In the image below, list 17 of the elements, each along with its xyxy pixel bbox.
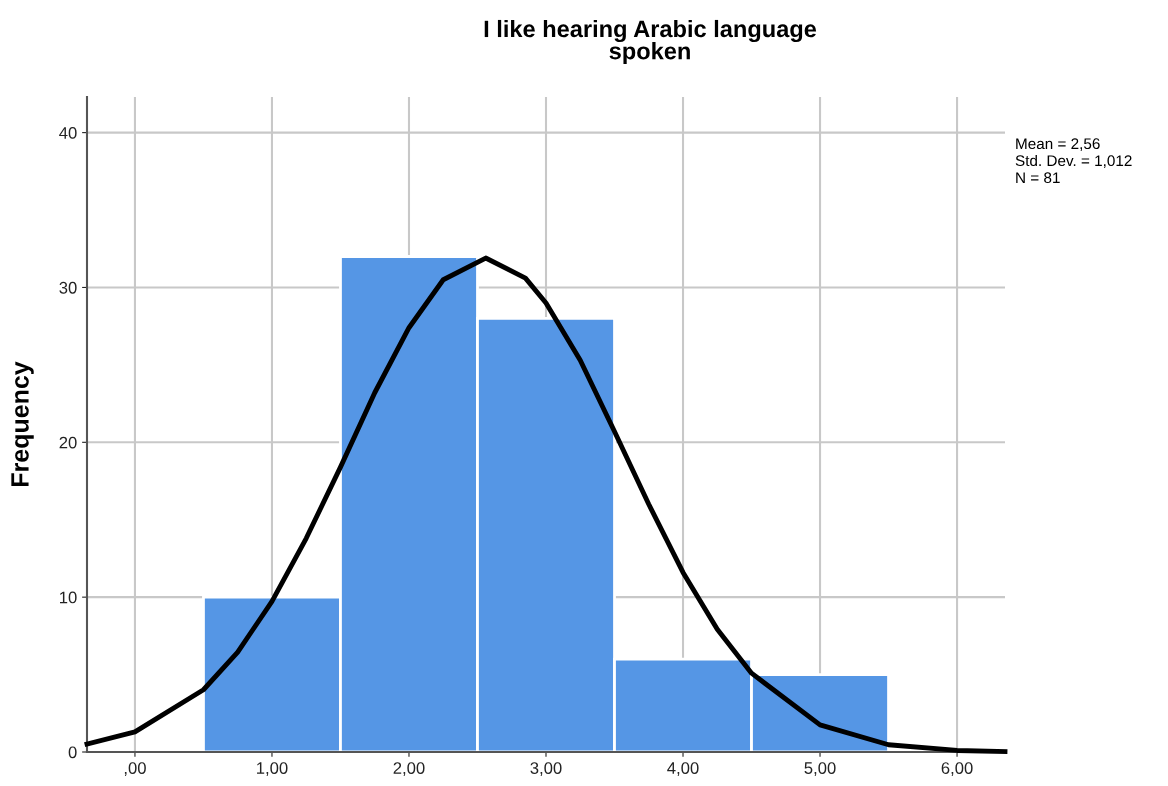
text: N = 81 <box>1016 172 1060 184</box>
x-tick-label: 1,00 <box>257 762 288 776</box>
x-tick-label: 2,00 <box>393 762 425 776</box>
y-axis-title: Frequency <box>11 361 34 487</box>
x-tick-label: 4,00 <box>667 762 699 776</box>
y-tick-label: 10 <box>60 591 77 604</box>
x-tick-label: 5,00 <box>804 762 836 776</box>
chart-title: I like hearing Arabic language spoken <box>484 19 817 65</box>
y-tick-label: 20 <box>59 436 77 449</box>
y-tick-label: 0 <box>68 746 77 759</box>
text: Mean = 2,56 <box>1016 138 1100 151</box>
y-tick-label: 30 <box>59 281 77 294</box>
x-tick-label: 6,00 <box>941 762 973 776</box>
x-tick-label: 3,00 <box>530 762 562 776</box>
y-tick-label: 40 <box>59 127 77 139</box>
x-tick-label: ,00 <box>124 762 146 776</box>
text: Std. Dev. = 1,012 <box>1015 154 1132 168</box>
